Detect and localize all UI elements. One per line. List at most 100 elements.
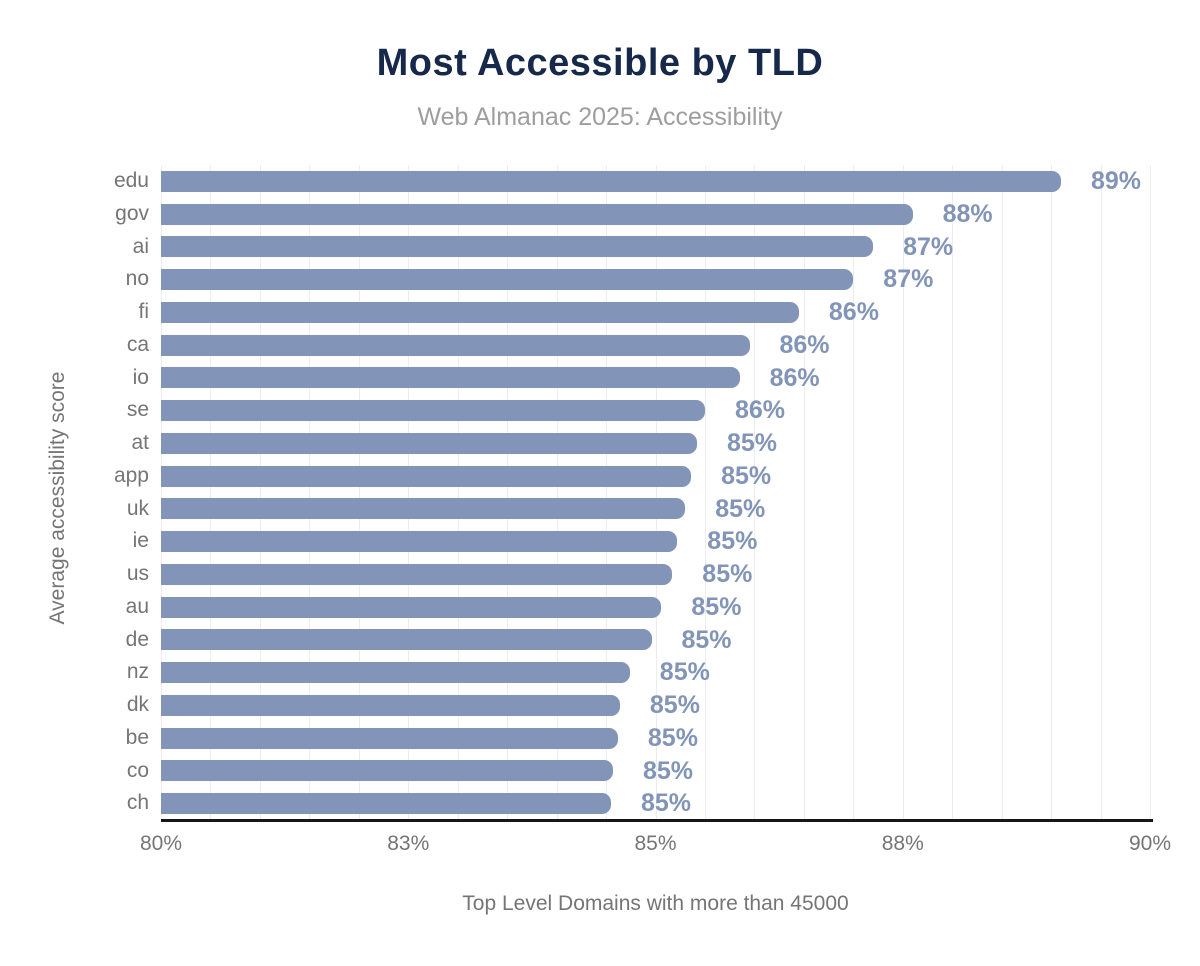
category-label: de [125,627,149,651]
category-label: edu [113,169,149,192]
bar-row-dk: dk 85% [127,689,1150,722]
value-label: 86% [735,396,786,425]
bar-row-at: at 85% [131,427,1150,460]
category-label: se [126,398,149,422]
bar-row-io: io 86% [133,362,1150,395]
plot-area: edu 89% gov 88% ai 87% no 87% fi 86% ca 86% io 86% se 8… [114,165,1151,820]
bar-ca [161,334,750,356]
category-label: io [132,365,149,389]
bar-be [161,727,618,749]
category-label: at [131,431,149,454]
bar-io [161,367,740,389]
value-label: 85% [707,527,758,556]
gridline [1001,165,1003,820]
category-label: ie [132,529,149,553]
gridline [1150,165,1151,820]
x-tick-label: 83% [387,832,430,855]
category-label: us [126,562,149,585]
bar-se [161,400,705,422]
bar-row-au: au 85% [126,591,1150,624]
gridline [803,165,805,820]
gridline [556,165,558,820]
bar-row-us: us 85% [127,558,1150,591]
chart-title: Most Accessible by TLD [376,42,824,84]
bar-row-se: se 86% [127,394,1150,427]
gridline [358,165,360,820]
bar-row-de: de 85% [126,624,1150,657]
bar-de [161,629,652,651]
gridline [507,165,509,820]
bar-no [161,269,854,291]
gridline [1051,165,1053,820]
bar-app [161,465,692,487]
bar-row-nz: nz 85% [127,656,1150,689]
category-label: ca [126,332,149,356]
x-tick-label: 90% [1128,832,1172,855]
value-label: 89% [1091,167,1142,195]
y-axis-title: Average accessibility score [46,371,69,625]
bar-gov [161,203,913,225]
gridline [902,165,904,820]
value-label: 86% [769,363,820,392]
category-label: co [126,758,149,782]
value-label: 87% [903,232,954,261]
bar-fi [161,301,799,323]
bar-row-ca: ca 86% [127,329,1150,362]
value-label: 88% [942,199,993,228]
value-label: 86% [828,298,879,326]
value-label: 85% [647,723,698,752]
gridline [853,165,855,820]
value-label: 85% [649,691,700,719]
bar-uk [161,498,686,520]
gridline [754,165,756,820]
bar-row-app: app 85% [114,460,1150,493]
chart-subtitle: Web Almanac 2025: Accessibility [417,103,783,131]
bar-row-no: no 87% [126,263,1150,296]
gridline [952,165,954,820]
bar-row-edu: edu 89% [114,165,1150,198]
bar-edu [161,170,1061,192]
bar-us [161,563,673,585]
gridline [161,165,162,820]
bar-co [161,760,613,782]
value-label: 85% [721,461,772,490]
bar-row-gov: gov 88% [115,198,1150,231]
value-label: 85% [659,658,710,687]
x-tick-label: 88% [881,832,924,855]
gridline [1100,165,1102,820]
value-label: 85% [715,494,766,523]
gridline [259,165,261,820]
category-label: au [125,594,149,618]
gridline [704,165,706,820]
category-label: uk [126,496,149,520]
category-label: nz [126,660,149,684]
bar-row-uk: uk 85% [127,493,1150,526]
bar-row-co: co 85% [127,755,1150,788]
category-label: app [113,463,149,487]
value-label: 87% [883,265,934,294]
bar-au [161,596,662,618]
category-label: fi [138,300,150,323]
category-label: no [125,267,149,291]
value-label: 85% [691,592,742,621]
x-axis-tick-labels: 80% 83% 85% 88% 90% [140,832,1171,860]
value-label: 85% [641,789,692,818]
category-label: gov [115,201,149,225]
x-axis-line [161,819,1153,822]
bar-ch [161,793,611,815]
gridline [210,165,212,820]
bar-ai [161,236,874,258]
gridline [655,165,657,820]
bar-at [161,432,697,454]
category-label: ch [126,791,149,815]
bar-dk [161,694,620,716]
bar-row-ch: ch 85% [127,787,1150,820]
bar-ie [161,531,678,553]
bar-row-ie: ie 85% [133,525,1150,558]
category-label: ai [132,234,149,258]
value-label: 85% [681,625,732,654]
value-label: 86% [779,330,830,359]
value-label: 85% [643,756,694,785]
x-axis-title: Top Level Domains with more than 45000 [462,892,849,915]
